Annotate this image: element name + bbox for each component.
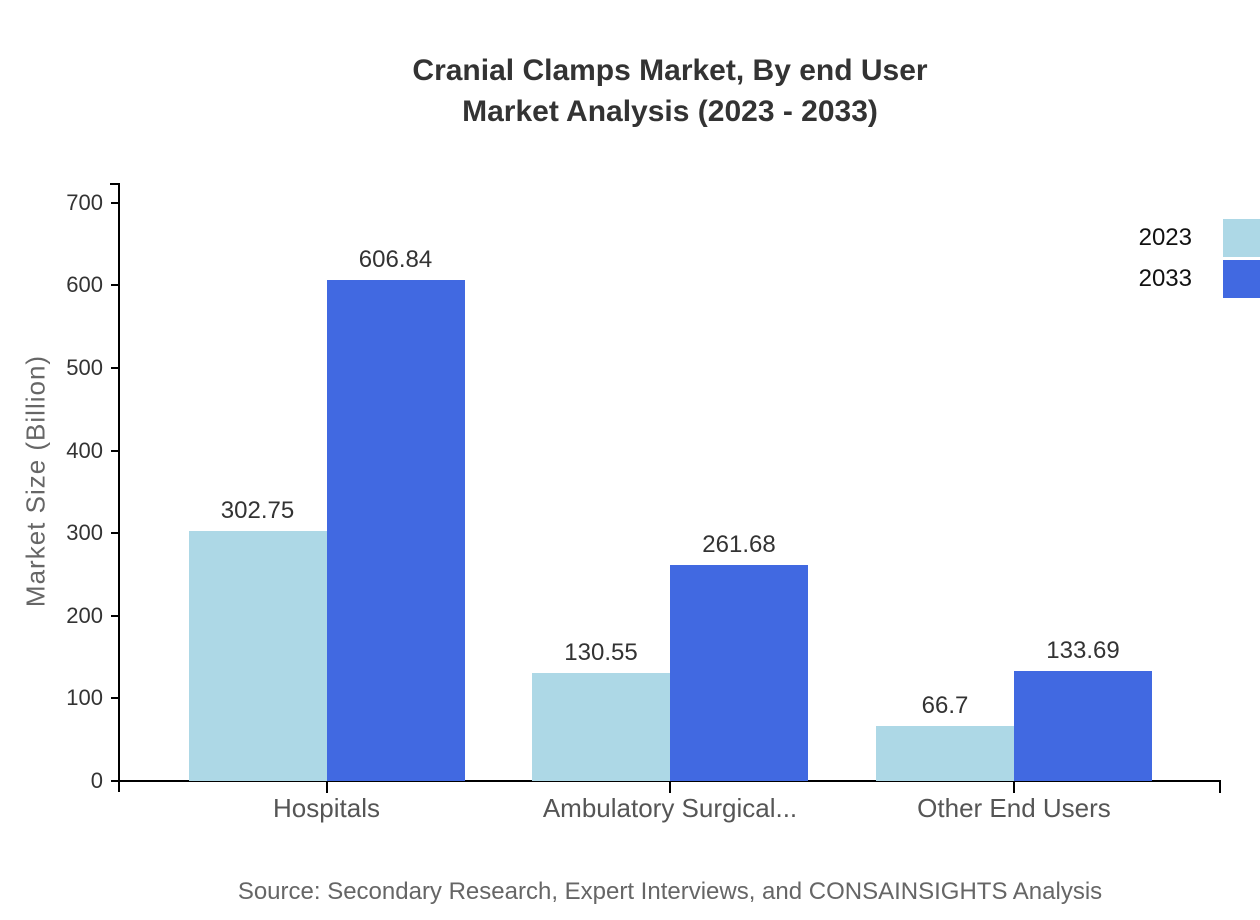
bar-2033-2 — [670, 564, 808, 781]
legend-label-2023: 2023 — [1138, 224, 1192, 251]
y-tick-label-400: 400 — [66, 437, 103, 463]
y-tick-0 — [111, 780, 119, 782]
y-tick-label-0: 0 — [90, 768, 103, 793]
y-tick-100 — [111, 697, 119, 700]
bar-value-2033-2: 261.68 — [702, 530, 776, 558]
chart-title-line1: Cranial Clamps Market, By end User — [412, 54, 928, 87]
bar-2023-3 — [876, 725, 1014, 781]
bar-value-2023-1: 302.75 — [220, 496, 295, 524]
legend-swatch-2023 — [1223, 219, 1260, 257]
x-tick-1 — [325, 781, 328, 793]
y-tick-label-200: 200 — [66, 602, 103, 628]
y-tick-700 — [111, 201, 119, 204]
bar-2023-1 — [188, 530, 327, 781]
source-note: Source: Secondary Research, Expert Inter… — [237, 878, 1103, 905]
bar-2033-1 — [326, 279, 465, 781]
x-tick-2 — [669, 781, 671, 793]
y-tick-label-100: 100 — [66, 685, 103, 711]
bar-value-2023-2: 130.55 — [564, 639, 638, 667]
y-tick-600 — [111, 284, 119, 287]
y-tick-label-300: 300 — [66, 520, 103, 546]
y-tick-400 — [111, 449, 119, 452]
category-label-3: Other End Users — [917, 793, 1111, 823]
x-axis-end-tick — [1219, 780, 1221, 793]
y-tick-200 — [111, 614, 119, 617]
x-axis-line — [111, 780, 1221, 782]
legend-label-2033: 2033 — [1138, 265, 1192, 292]
bar-value-2023-3: 66.7 — [921, 691, 969, 719]
y-tick-500 — [111, 367, 119, 370]
legend-item-2033: 2033 — [1139, 260, 1260, 298]
y-axis-top-tick — [110, 183, 118, 185]
bar-value-2033-3: 133.69 — [1046, 636, 1120, 664]
y-tick-300 — [111, 532, 119, 535]
bar-2033-3 — [1014, 670, 1152, 781]
chart-title: Cranial Clamps Market, By end User Marke… — [80, 50, 1260, 132]
x-tick-3 — [1013, 781, 1015, 793]
y-axis-title: Market Size (Billion) — [20, 354, 51, 608]
bar-2023-2 — [532, 673, 670, 781]
y-tick-label-700: 700 — [66, 189, 103, 215]
category-label-1: Hospitals — [273, 793, 380, 823]
y-axis-line — [118, 183, 120, 792]
legend-item-2023: 2023 — [1139, 219, 1260, 257]
category-label-2: Ambulatory Surgical... — [542, 793, 798, 823]
y-tick-label-500: 500 — [66, 355, 103, 381]
legend-swatch-2033 — [1223, 260, 1260, 298]
y-tick-label-600: 600 — [66, 272, 103, 298]
chart-title-line2: Market Analysis (2023 - 2033) — [462, 95, 878, 128]
bar-value-2033-1: 606.84 — [358, 245, 433, 273]
